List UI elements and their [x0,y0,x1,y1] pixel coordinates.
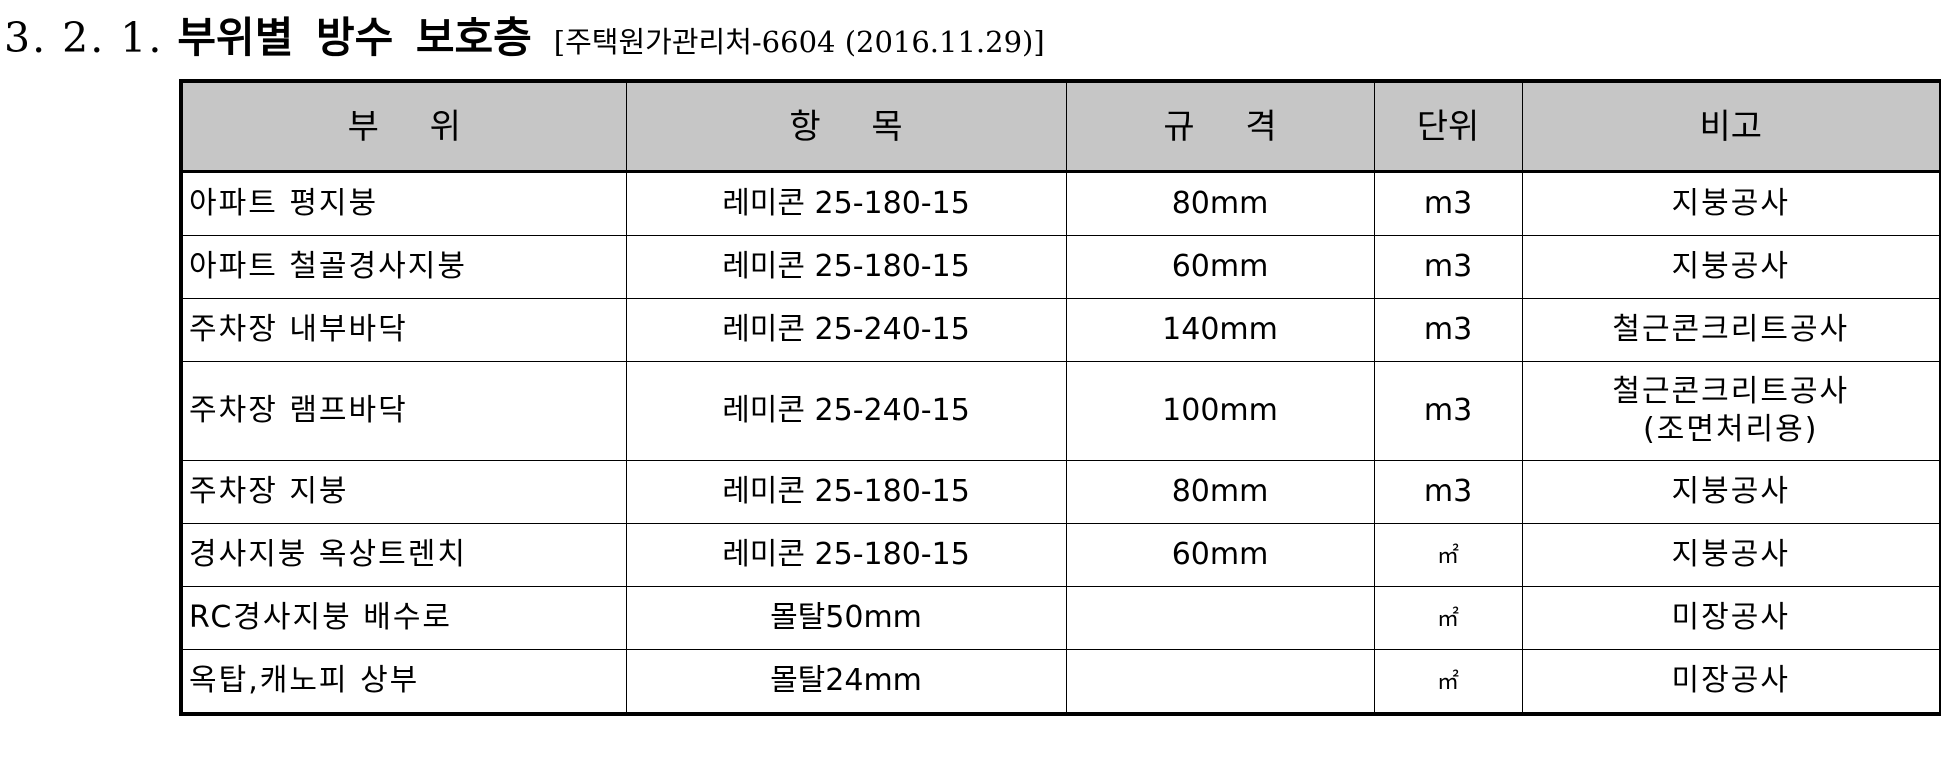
cell-item: 레미콘 25-180-15 [625,235,1067,299]
cell-note-line2: (조면처리용) [1643,412,1819,447]
unit-sqm: ㎡ [1436,669,1459,695]
cell-location: 주차장 내부바닥 [180,298,627,362]
cell-note: 지붕공사 [1521,523,1941,587]
cell-location: 옥탑,캐노피 상부 [180,649,627,715]
cell-spec: 140mm [1065,298,1375,362]
cell-note-line1: 철근콘크리트공사 [1612,374,1850,409]
cell-spec: 80mm [1065,460,1375,524]
cell-item: 레미콘 25-240-15 [625,361,1067,461]
cell-note: 미장공사 [1521,649,1941,715]
cell-item: 레미콘 25-180-15 [625,171,1067,236]
cell-note: 철근콘크리트공사 [1521,298,1941,362]
cell-unit: m3 [1373,361,1523,461]
table-row: 주차장 지붕 레미콘 25-180-15 80mm m3 지붕공사 [180,460,1941,524]
cell-unit: m3 [1373,298,1523,362]
cell-note: 철근콘크리트공사 (조면처리용) [1521,361,1941,461]
cell-location: 주차장 지붕 [180,460,627,524]
cell-spec: 60mm [1065,523,1375,587]
cell-spec: 80mm [1065,171,1375,236]
section-number: 3. 2. 1. [4,14,164,62]
section-heading: 3. 2. 1. 부위별 방수 보호층 [주택원가관리처-6604 (2016.… [4,4,1045,64]
section-title: 부위별 방수 보호층 [177,13,532,62]
table-row: 경사지붕 옥상트렌치 레미콘 25-180-15 60mm ㎡ 지붕공사 [180,523,1941,587]
table-row: 주차장 내부바닥 레미콘 25-240-15 140mm m3 철근콘크리트공사 [180,298,1941,362]
section-reference: [주택원가관리처-6604 (2016.11.29)] [553,25,1045,59]
cell-spec [1065,649,1375,715]
unit-sqm: ㎡ [1436,606,1459,632]
table-row: 주차장 램프바닥 레미콘 25-240-15 100mm m3 철근콘크리트공사… [180,361,1941,461]
cell-note: 지붕공사 [1521,460,1941,524]
cell-note: 미장공사 [1521,586,1941,650]
cell-location: 경사지붕 옥상트렌치 [180,523,627,587]
cell-location: RC경사지붕 배수로 [180,586,627,650]
cell-note: 지붕공사 [1521,235,1941,299]
cell-item: 레미콘 25-180-15 [625,460,1067,524]
header-note: 비고 [1521,80,1941,173]
header-spec: 규 격 [1065,80,1375,173]
cell-item: 레미콘 25-240-15 [625,298,1067,362]
cell-location: 주차장 램프바닥 [180,361,627,461]
cell-unit: m3 [1373,171,1523,236]
table-row: 아파트 평지붕 레미콘 25-180-15 80mm m3 지붕공사 [180,171,1941,236]
header-unit: 단위 [1373,80,1523,173]
cell-unit: m3 [1373,235,1523,299]
cell-unit: ㎡ [1373,649,1523,715]
header-location: 부 위 [180,80,627,173]
cell-unit: ㎡ [1373,523,1523,587]
header-item: 항 목 [625,80,1067,173]
unit-sqm: ㎡ [1436,543,1459,569]
cell-unit: ㎡ [1373,586,1523,650]
cell-spec [1065,586,1375,650]
cell-spec: 60mm [1065,235,1375,299]
cell-item: 레미콘 25-180-15 [625,523,1067,587]
table-row: 옥탑,캐노피 상부 몰탈24mm ㎡ 미장공사 [180,649,1941,715]
waterproof-protection-table: 부 위 항 목 규 격 단위 비고 아파트 평지붕 레미콘 25-180-15 … [179,79,1941,716]
cell-item: 몰탈24mm [625,649,1067,715]
cell-location: 아파트 평지붕 [180,171,627,236]
table-row: RC경사지붕 배수로 몰탈50mm ㎡ 미장공사 [180,586,1941,650]
table-header-row: 부 위 항 목 규 격 단위 비고 [180,80,1941,173]
cell-unit: m3 [1373,460,1523,524]
cell-spec: 100mm [1065,361,1375,461]
cell-note: 지붕공사 [1521,171,1941,236]
table-row: 아파트 철골경사지붕 레미콘 25-180-15 60mm m3 지붕공사 [180,235,1941,299]
cell-location: 아파트 철골경사지붕 [180,235,627,299]
cell-item: 몰탈50mm [625,586,1067,650]
